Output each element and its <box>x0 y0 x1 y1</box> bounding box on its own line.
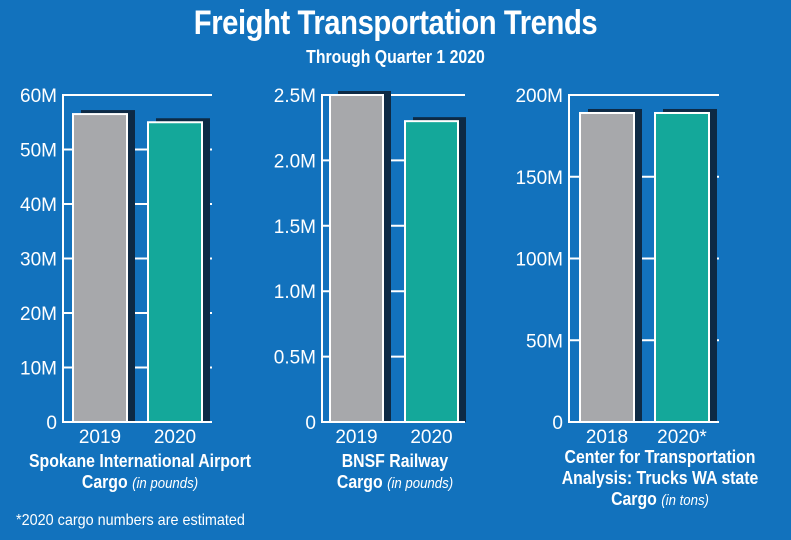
x-tick-label: 2018 <box>586 427 628 448</box>
caption-cta: Center for Transportation Analysis: Truc… <box>554 447 765 511</box>
y-tick-label: 2.0M <box>274 151 316 172</box>
chart-2: 0 50M 100M 150M 200M 2018 2020* <box>515 86 719 448</box>
x-tick-label: 2020 <box>410 427 452 448</box>
caption-spokane: Spokane International Airport Cargo (in … <box>26 451 255 494</box>
caption-unit: (in tons) <box>661 492 709 509</box>
x-tick-label: 2020* <box>657 427 707 448</box>
x-tick-label: 2019 <box>335 427 377 448</box>
chart-subtitle: Through Quarter 1 2020 <box>306 47 485 67</box>
y-tick-label: 0.5M <box>274 348 316 369</box>
y-tick-label: 100M <box>515 250 563 271</box>
y-tick-label: 40M <box>20 195 57 216</box>
caption-text: Spokane International Airport Cargo <box>28 451 252 492</box>
y-tick-label: 10M <box>20 359 57 380</box>
bar-2019 <box>72 113 128 423</box>
caption-unit: (in pounds) <box>387 475 454 492</box>
y-tick-label: 20M <box>20 304 57 325</box>
y-tick-label: 50M <box>526 331 563 352</box>
footnote: *2020 cargo numbers are estimated <box>16 512 245 529</box>
y-tick-label: 200M <box>515 86 563 107</box>
y-tick-label: 2.5M <box>274 86 316 107</box>
x-tick-label: 2020 <box>154 427 196 448</box>
y-tick-label: 0 <box>305 413 316 434</box>
bar-2020 <box>404 120 459 423</box>
y-tick-label: 60M <box>20 86 57 107</box>
caption-unit: (in pounds) <box>132 475 199 492</box>
chart-title: Freight Transportation Trends <box>193 4 598 42</box>
caption-text: BNSF Railway Cargo <box>336 451 449 492</box>
y-tick-label: 0 <box>552 413 563 434</box>
y-tick-label: 1.5M <box>274 217 316 238</box>
y-tick-label: 150M <box>515 168 563 189</box>
y-tick-label: 1.0M <box>274 282 316 303</box>
bar-2019 <box>329 94 384 423</box>
chart-1: 0 0.5M 1.0M 1.5M 2.0M 2.5M 2019 2020 <box>274 86 466 448</box>
x-tick-label: 2019 <box>79 427 121 448</box>
y-tick-label: 50M <box>20 141 57 162</box>
y-tick-label: 30M <box>20 250 57 271</box>
bar-2020 <box>147 121 203 423</box>
caption-bnsf: BNSF Railway Cargo (in pounds) <box>320 451 470 494</box>
y-tick-label: 0 <box>46 413 57 434</box>
bar-2020* <box>654 111 710 424</box>
chart-0: 0 10M 20M 30M 40M 50M 60M 2019 2020 <box>20 86 212 448</box>
caption-text: Center for Transportation Analysis: Truc… <box>561 447 759 509</box>
bar-2018 <box>579 111 635 424</box>
